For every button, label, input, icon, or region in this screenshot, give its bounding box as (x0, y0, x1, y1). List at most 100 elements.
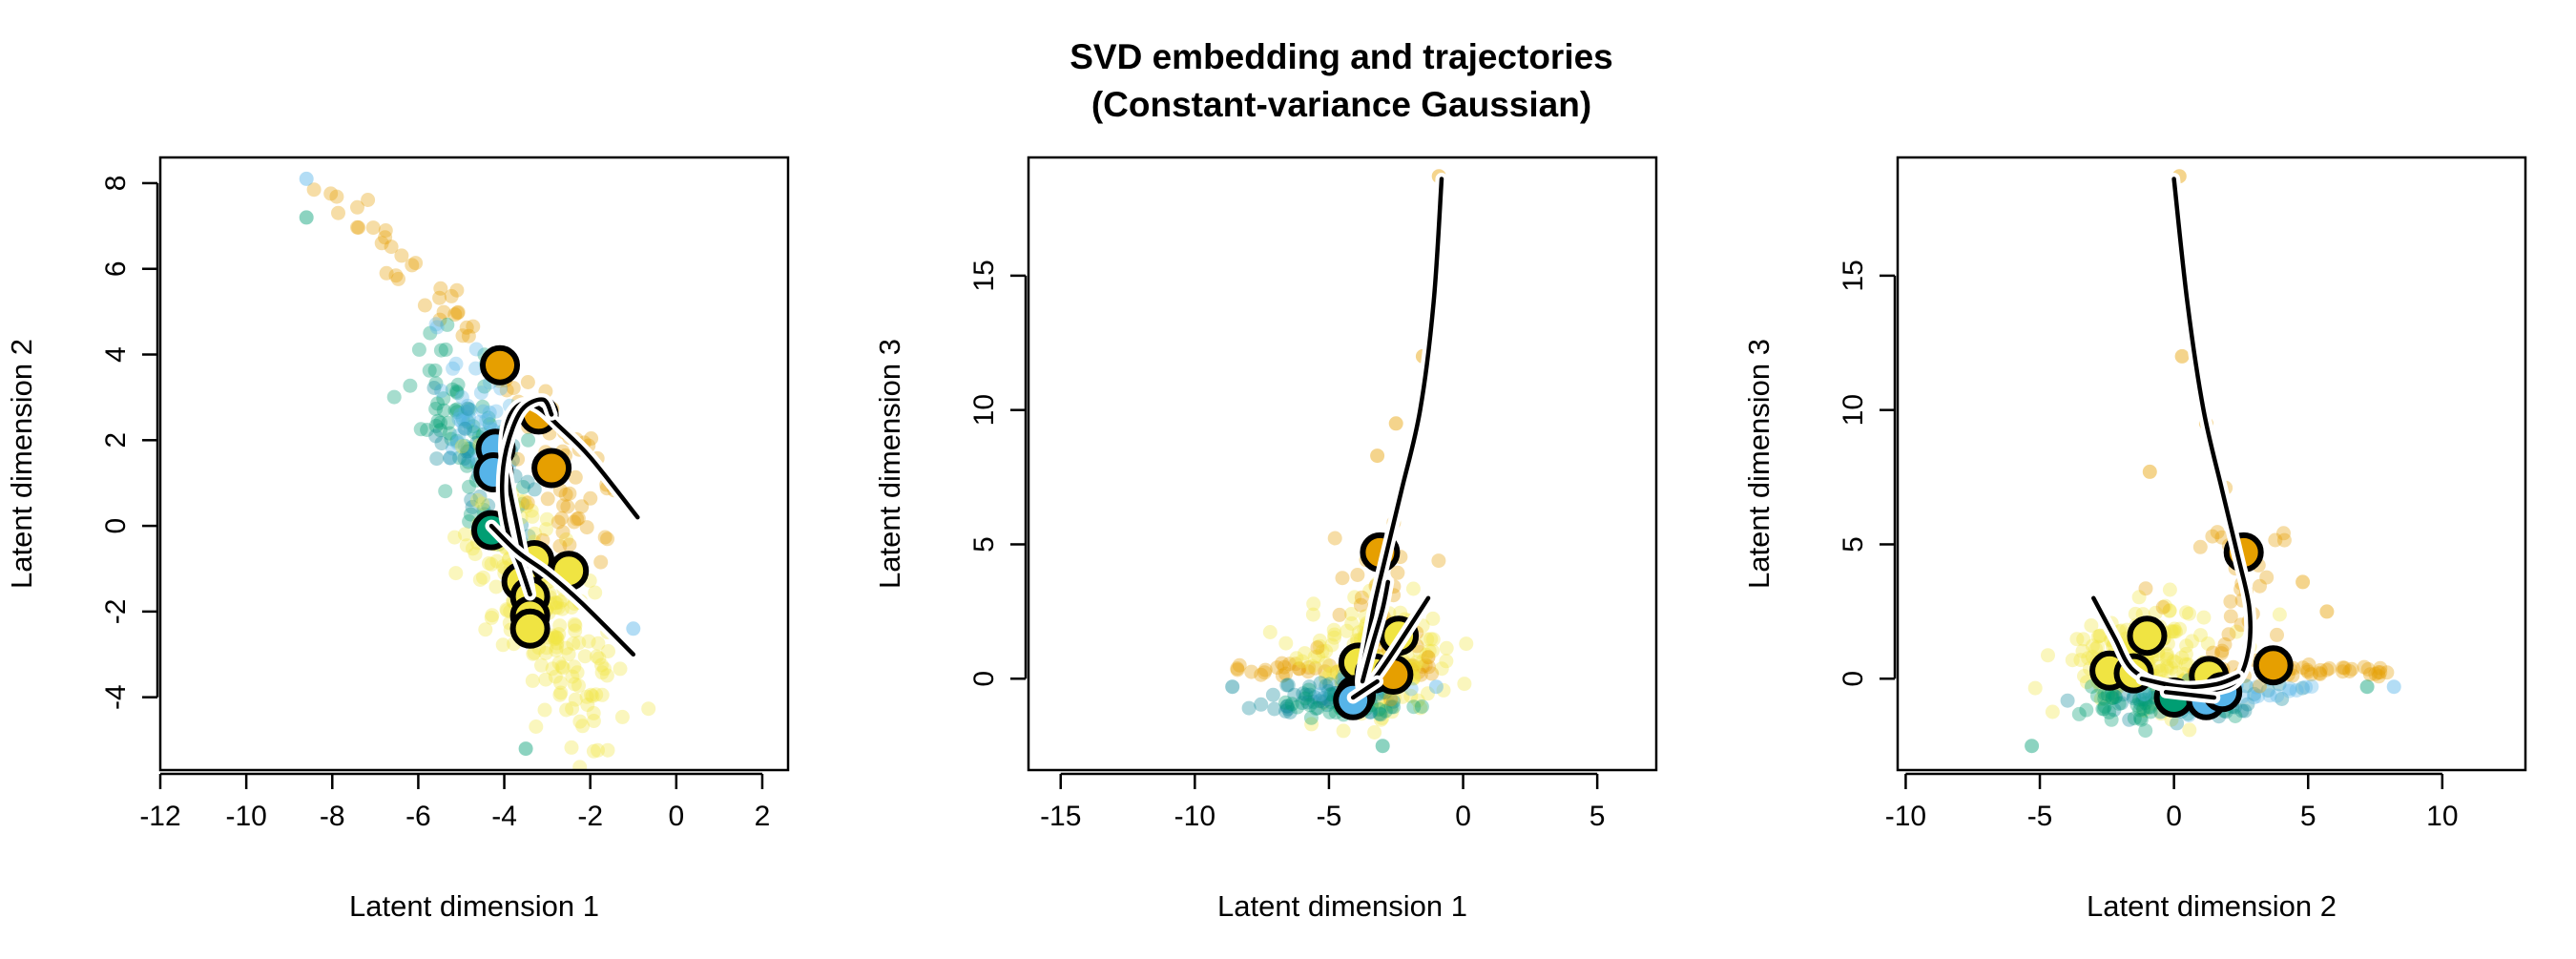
scatter-point (482, 417, 497, 432)
scatter-point (1344, 607, 1359, 621)
scatter-point (323, 186, 339, 201)
scatter-point (1413, 700, 1428, 716)
scatter-point (458, 405, 473, 419)
scatter-point (2154, 663, 2170, 678)
plot-frame (1027, 156, 1658, 772)
scatter-point (2132, 702, 2148, 718)
y-tick-label: -2 (100, 599, 132, 625)
scatter-point (2169, 655, 2183, 670)
scatter-point (451, 411, 467, 427)
scatter-point (552, 594, 568, 610)
scatter-point (2141, 699, 2156, 715)
scatter-point (1280, 701, 1296, 717)
plot-frame (1896, 156, 2527, 772)
scatter-point (2164, 660, 2179, 676)
scatter-point (2090, 639, 2106, 655)
scatter-point (473, 386, 488, 401)
scatter-point (475, 399, 490, 414)
scatter-point (589, 649, 604, 664)
scatter-point (438, 342, 453, 357)
y-tick-label: 0 (968, 671, 1000, 687)
scatter-point (2214, 646, 2229, 661)
scatter-point (518, 741, 533, 757)
scatter-point (1350, 568, 1365, 582)
panel-latent-2-vs-3: -10 -5 0 5 10 Latent dimension 2 0 5 10 15 Latent … (1742, 156, 2527, 923)
scatter-point (460, 401, 475, 416)
scatter-point (1302, 687, 1318, 702)
scatter-point (551, 514, 566, 530)
scatter-point (1284, 697, 1299, 712)
scatter-point (444, 288, 459, 303)
scatter-point (461, 444, 476, 459)
scatter-point (1298, 646, 1313, 661)
scatter-point (2221, 627, 2236, 642)
scatter-point (1375, 710, 1390, 725)
scatter-point (586, 705, 601, 720)
scatter-point (517, 493, 532, 509)
scatter-point (422, 363, 437, 378)
scatter-point (528, 526, 542, 541)
scatter-point (1415, 659, 1430, 675)
scatter-point (1319, 692, 1335, 707)
scatter-point (447, 530, 462, 545)
scatter-point (2371, 665, 2386, 680)
scatter-point (1307, 650, 1322, 664)
scatter-point (457, 438, 472, 453)
trajectory-line (1350, 678, 1380, 700)
scatter-point (584, 687, 598, 702)
scatter-point (1376, 691, 1391, 706)
scatter-point (1326, 622, 1341, 637)
scatter-point (1386, 694, 1401, 709)
scatter-point (527, 482, 542, 497)
scatter-point (460, 398, 475, 413)
scatter-point (2182, 722, 2197, 738)
scatter-point (459, 444, 474, 459)
scatter-point (408, 256, 424, 271)
scatter-point (2362, 667, 2378, 682)
scatter-point (2368, 666, 2383, 681)
scatter-point (433, 281, 448, 296)
scatter-point (526, 646, 541, 661)
scatter-point (469, 492, 485, 508)
scatter-point (1326, 665, 1341, 680)
scatter-point (2313, 667, 2328, 681)
trajectory-layer (485, 393, 644, 661)
scatter-point (1305, 607, 1320, 622)
scatter-point (2097, 691, 2112, 706)
scatter-point (475, 496, 490, 511)
x-axis: -12 -10 -8 -6 -4 -2 0 2 (139, 772, 770, 832)
scatter-point (2228, 709, 2243, 723)
scatter-point (448, 356, 464, 371)
scatter-point (1405, 581, 1421, 596)
scatter-point (1230, 661, 1245, 677)
scatter-point (449, 282, 465, 298)
scatter-point (299, 210, 314, 225)
scatter-point (1382, 697, 1398, 712)
scatter-point (479, 412, 494, 427)
scatter-point (2304, 667, 2319, 682)
x-tick-label: -5 (2027, 801, 2053, 832)
scatter-point (460, 441, 475, 456)
scatter-point (540, 491, 555, 507)
scatter-point (1411, 664, 1426, 679)
scatter-point (521, 432, 536, 448)
x-tick-label: 0 (1455, 801, 1471, 832)
scatter-point (2319, 662, 2335, 678)
scatter-point (2159, 647, 2174, 661)
scatter-point (1439, 640, 1454, 656)
scatter-point (614, 709, 630, 724)
scatter-point (426, 381, 442, 395)
scatter-point (551, 656, 567, 671)
y-tick-label: 15 (968, 260, 1000, 291)
scatter-point (2262, 688, 2277, 703)
scatter-point (2133, 712, 2149, 727)
scatter-point (552, 538, 568, 553)
scatter-point (1421, 686, 1435, 701)
scatter-point (2205, 529, 2220, 544)
scatter-point (2336, 660, 2351, 676)
scatter-point (547, 632, 562, 647)
scatter-point (1304, 658, 1319, 674)
scatter-point (572, 714, 588, 729)
y-axis: 0 5 10 15 (1838, 260, 1897, 687)
scatter-point (1388, 416, 1403, 431)
